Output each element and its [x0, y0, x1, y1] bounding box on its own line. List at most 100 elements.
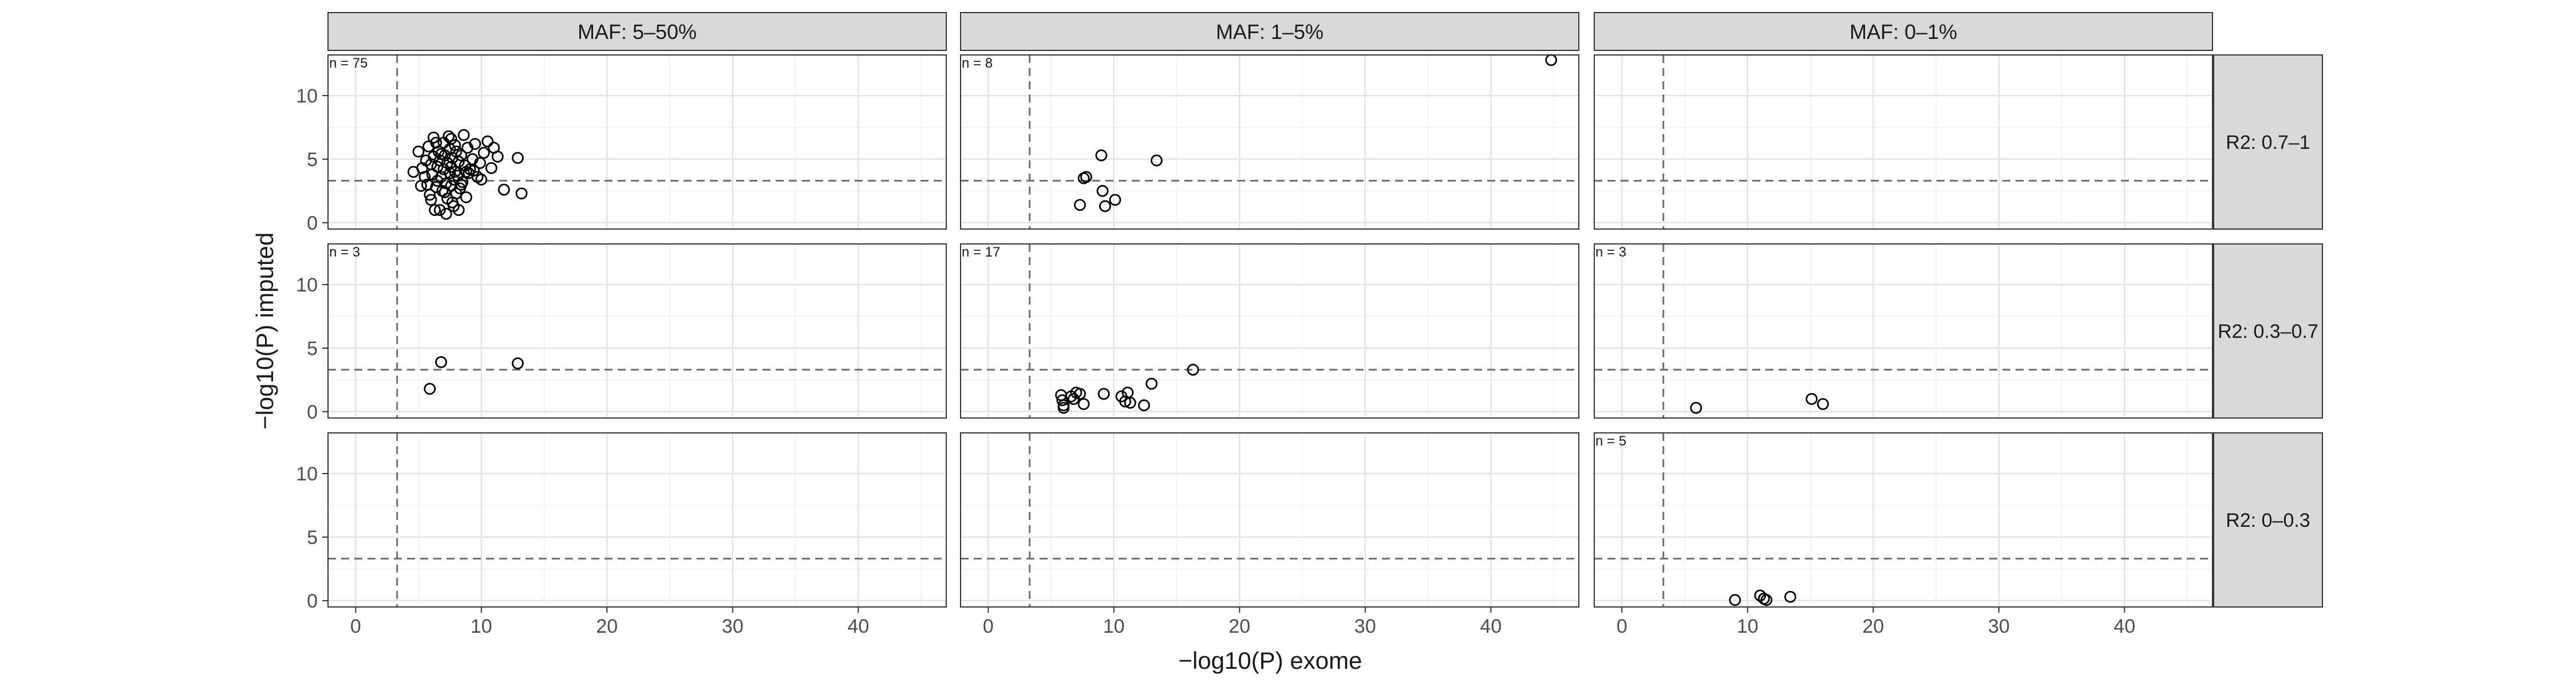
y-tick-label: 10 — [296, 85, 318, 107]
facet-panel: n = 75 — [327, 54, 947, 230]
data-point — [1099, 200, 1111, 212]
x-tick-label: 30 — [722, 616, 744, 637]
row-strip-box — [2213, 432, 2323, 608]
panel-background — [328, 433, 946, 607]
x-tick-label: 0 — [350, 616, 361, 637]
panel-border — [327, 54, 947, 230]
panel-border — [1594, 54, 2213, 230]
panel-count-label: n = 75 — [329, 56, 368, 71]
data-point — [1096, 185, 1109, 197]
x-tick-label: 10 — [1737, 616, 1759, 637]
x-tick-label: 10 — [1103, 616, 1125, 637]
data-point — [497, 183, 510, 196]
facet-panel — [1594, 54, 2213, 230]
data-point — [460, 191, 472, 203]
panel-background — [328, 244, 946, 418]
data-point — [1690, 401, 1702, 414]
column-strip-label: MAF: 1–5% — [1216, 20, 1323, 44]
x-tick-label: 30 — [1354, 616, 1376, 637]
panel-border — [1594, 243, 2213, 419]
data-point — [430, 181, 442, 194]
panel-count-label: n = 3 — [1595, 245, 1626, 260]
panel-background — [328, 55, 946, 229]
data-point — [1817, 398, 1829, 410]
data-point — [440, 207, 452, 220]
y-tick-label: 10 — [296, 463, 318, 485]
y-tick-label: 5 — [307, 527, 318, 549]
x-axis-title: −log10(P) exome — [1178, 647, 1362, 674]
y-tick-label: 0 — [307, 401, 318, 423]
panel-border — [960, 243, 1579, 419]
data-point — [491, 151, 504, 163]
data-point — [420, 154, 432, 167]
y-axis-title: −log10(P) imputed — [251, 232, 278, 429]
data-point — [430, 136, 442, 149]
facet-panel: n = 17 — [960, 243, 1579, 419]
data-point — [515, 187, 528, 200]
data-point — [1080, 171, 1092, 183]
data-point — [449, 139, 461, 151]
data-point — [431, 160, 444, 173]
data-point — [455, 178, 468, 191]
data-point — [446, 196, 459, 208]
data-point — [1074, 388, 1086, 400]
facet-panel: n = 3 — [1594, 243, 2213, 419]
data-point — [1805, 393, 1818, 405]
x-tick-label: 0 — [1617, 616, 1627, 637]
data-point — [485, 162, 497, 174]
x-tick-label: 20 — [1862, 616, 1884, 637]
panel-background — [1594, 244, 2212, 418]
column-strip-box — [960, 12, 1579, 51]
panel-background — [961, 433, 1579, 607]
data-point — [452, 155, 465, 168]
data-point — [424, 188, 436, 201]
data-point — [1109, 194, 1121, 206]
row-strip-label: R2: 0.7–1 — [2226, 132, 2310, 153]
data-point — [424, 383, 436, 395]
x-tick-label: 30 — [1988, 616, 2010, 637]
column-strip-box — [1594, 12, 2213, 51]
data-point — [425, 194, 437, 206]
column-strip-label: MAF: 5–50% — [578, 20, 697, 44]
panel-border — [327, 432, 947, 608]
x-tick-label: 20 — [1228, 616, 1250, 637]
data-point — [429, 204, 441, 216]
y-tick-label: 10 — [296, 274, 318, 296]
data-point — [457, 129, 470, 141]
panel-border — [960, 54, 1579, 230]
column-strip: MAF: 1–5% — [960, 12, 1579, 51]
row-strip: R2: 0.3–0.7 — [2213, 243, 2323, 419]
data-point — [452, 204, 465, 216]
data-point — [455, 149, 468, 161]
column-strip-box — [327, 12, 947, 51]
x-tick-label: 10 — [471, 616, 492, 637]
data-point — [1074, 199, 1086, 211]
facet-panel — [960, 432, 1579, 608]
data-point — [442, 130, 455, 143]
facet-panel — [327, 432, 947, 608]
panel-count-label: n = 8 — [962, 56, 993, 71]
row-strip-label: R2: 0–0.3 — [2226, 510, 2310, 531]
panel-border — [327, 243, 947, 419]
x-tick-label: 40 — [847, 616, 869, 637]
panel-background — [961, 244, 1579, 418]
panel-background — [1594, 55, 2212, 229]
row-strip-box — [2213, 243, 2323, 419]
data-point — [415, 180, 427, 192]
y-tick-label: 5 — [307, 149, 318, 171]
facet-panel: n = 3 — [327, 243, 947, 419]
data-point — [433, 204, 446, 216]
data-point — [1138, 399, 1150, 412]
data-point — [512, 357, 524, 369]
data-point — [1784, 590, 1796, 603]
row-strip: R2: 0–0.3 — [2213, 432, 2323, 608]
data-point — [475, 174, 488, 186]
data-point — [437, 163, 450, 176]
row-strip-label: R2: 0.3–0.7 — [2218, 321, 2318, 342]
data-point — [1145, 377, 1158, 390]
panel-count-label: n = 17 — [962, 245, 1000, 260]
panel-border — [960, 432, 1579, 608]
facet-panel: n = 8 — [960, 54, 1579, 230]
